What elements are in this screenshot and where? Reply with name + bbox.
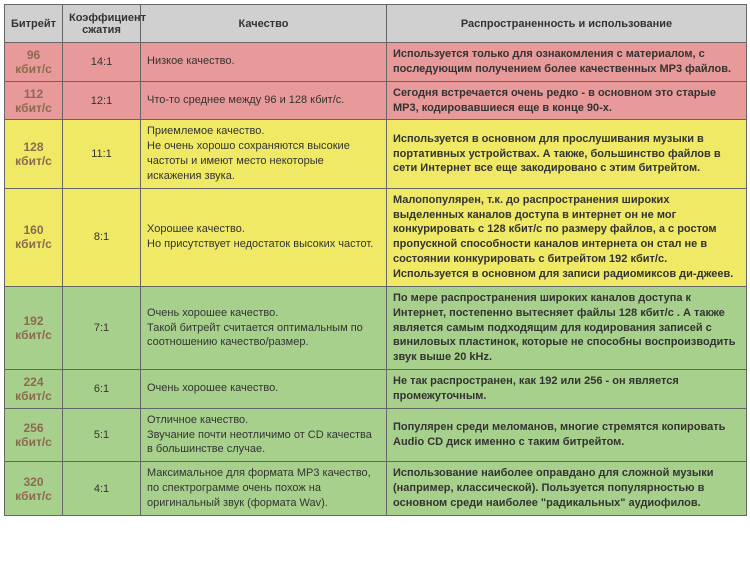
ratio-cell: 4:1: [63, 462, 141, 516]
header-row: Битрейт Коэффициент сжатия Качество Расп…: [5, 5, 747, 43]
bitrate-cell: 160 кбит/с: [5, 188, 63, 286]
usage-cell: Популярен среди меломанов, многие стремя…: [387, 408, 747, 462]
usage-cell: Используется в основном для прослушивани…: [387, 120, 747, 188]
header-usage: Распространенность и использование: [387, 5, 747, 43]
quality-cell: Максимальное для формата MP3 качество, п…: [141, 462, 387, 516]
table-row: 160 кбит/с8:1Хорошее качество.Но присутс…: [5, 188, 747, 286]
bitrate-cell: 96 кбит/с: [5, 43, 63, 82]
quality-cell: Отличное качество.Звучание почти неотлич…: [141, 408, 387, 462]
quality-cell: Очень хорошее качество.Такой битрейт счи…: [141, 286, 387, 369]
header-quality: Качество: [141, 5, 387, 43]
usage-cell: Используется только для ознакомления с м…: [387, 43, 747, 82]
bitrate-table: Битрейт Коэффициент сжатия Качество Расп…: [4, 4, 747, 516]
bitrate-cell: 192 кбит/с: [5, 286, 63, 369]
ratio-cell: 5:1: [63, 408, 141, 462]
bitrate-cell: 128 кбит/с: [5, 120, 63, 188]
quality-cell: Приемлемое качество.Не очень хорошо сохр…: [141, 120, 387, 188]
table-row: 224 кбит/с6:1Очень хорошее качество.Не т…: [5, 370, 747, 409]
header-ratio: Коэффициент сжатия: [63, 5, 141, 43]
usage-cell: По мере распространения широких каналов …: [387, 286, 747, 369]
table-row: 192 кбит/с7:1Очень хорошее качество.Тако…: [5, 286, 747, 369]
ratio-cell: 6:1: [63, 370, 141, 409]
usage-cell: Сегодня встречается очень редко - в осно…: [387, 81, 747, 120]
usage-cell: Малопопулярен, т.к. до распространения ш…: [387, 188, 747, 286]
ratio-cell: 14:1: [63, 43, 141, 82]
usage-cell: Не так распространен, как 192 или 256 - …: [387, 370, 747, 409]
ratio-cell: 11:1: [63, 120, 141, 188]
table-row: 128 кбит/с11:1Приемлемое качество.Не оче…: [5, 120, 747, 188]
ratio-cell: 8:1: [63, 188, 141, 286]
quality-cell: Очень хорошее качество.: [141, 370, 387, 409]
quality-cell: Что-то среднее между 96 и 128 кбит/с.: [141, 81, 387, 120]
table-row: 320 кбит/с4:1Максимальное для формата MP…: [5, 462, 747, 516]
table-row: 112 кбит/с12:1Что-то среднее между 96 и …: [5, 81, 747, 120]
ratio-cell: 12:1: [63, 81, 141, 120]
quality-cell: Низкое качество.: [141, 43, 387, 82]
table-row: 96 кбит/с14:1Низкое качество.Используетс…: [5, 43, 747, 82]
bitrate-cell: 224 кбит/с: [5, 370, 63, 409]
ratio-cell: 7:1: [63, 286, 141, 369]
header-bitrate: Битрейт: [5, 5, 63, 43]
bitrate-cell: 256 кбит/с: [5, 408, 63, 462]
bitrate-cell: 320 кбит/с: [5, 462, 63, 516]
quality-cell: Хорошее качество.Но присутствует недоста…: [141, 188, 387, 286]
table-row: 256 кбит/с5:1Отличное качество.Звучание …: [5, 408, 747, 462]
bitrate-cell: 112 кбит/с: [5, 81, 63, 120]
usage-cell: Использование наиболее оправдано для сло…: [387, 462, 747, 516]
